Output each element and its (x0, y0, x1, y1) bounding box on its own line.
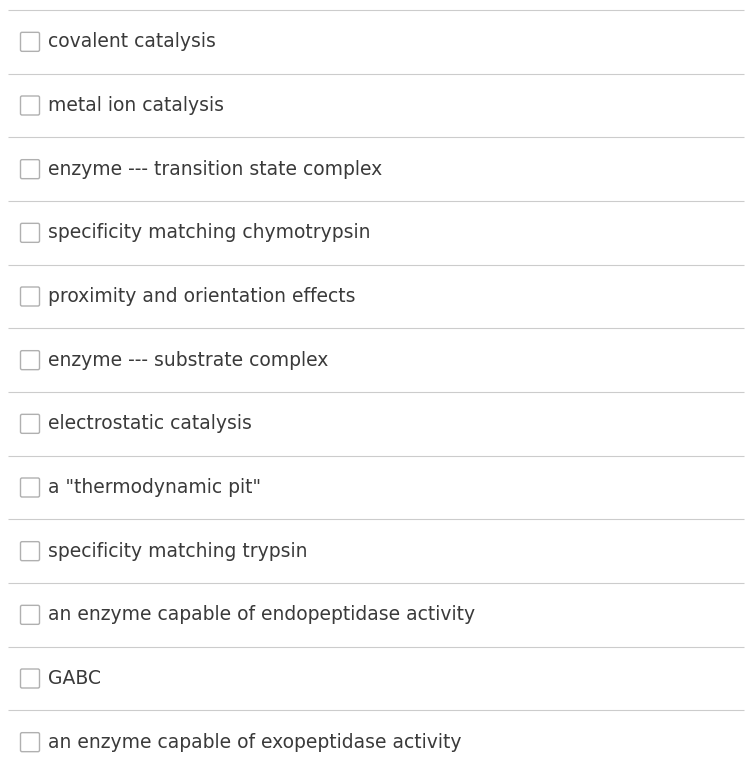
FancyBboxPatch shape (20, 669, 40, 688)
FancyBboxPatch shape (20, 351, 40, 370)
Text: an enzyme capable of exopeptidase activity: an enzyme capable of exopeptidase activi… (48, 733, 462, 752)
Text: electrostatic catalysis: electrostatic catalysis (48, 414, 252, 433)
Text: specificity matching chymotrypsin: specificity matching chymotrypsin (48, 223, 371, 242)
Text: specificity matching trypsin: specificity matching trypsin (48, 542, 308, 561)
Text: metal ion catalysis: metal ion catalysis (48, 96, 224, 115)
Text: covalent catalysis: covalent catalysis (48, 32, 216, 51)
FancyBboxPatch shape (20, 287, 40, 306)
Text: GABC: GABC (48, 669, 101, 688)
Text: enzyme --- substrate complex: enzyme --- substrate complex (48, 351, 329, 370)
Text: proximity and orientation effects: proximity and orientation effects (48, 287, 356, 306)
FancyBboxPatch shape (20, 605, 40, 624)
FancyBboxPatch shape (20, 160, 40, 179)
Text: a "thermodynamic pit": a "thermodynamic pit" (48, 478, 261, 497)
Text: enzyme --- transition state complex: enzyme --- transition state complex (48, 160, 382, 179)
FancyBboxPatch shape (20, 414, 40, 433)
FancyBboxPatch shape (20, 733, 40, 752)
FancyBboxPatch shape (20, 96, 40, 115)
FancyBboxPatch shape (20, 478, 40, 497)
FancyBboxPatch shape (20, 223, 40, 242)
FancyBboxPatch shape (20, 32, 40, 51)
FancyBboxPatch shape (20, 542, 40, 561)
Text: an enzyme capable of endopeptidase activity: an enzyme capable of endopeptidase activ… (48, 605, 475, 624)
